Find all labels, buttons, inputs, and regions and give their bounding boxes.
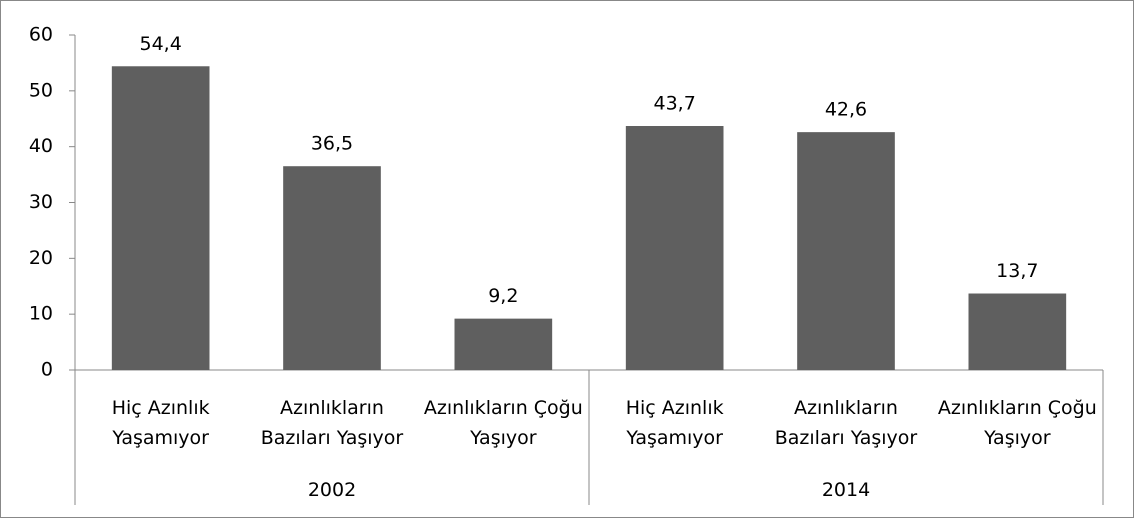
bar (968, 293, 1067, 370)
data-label: 54,4 (140, 33, 182, 55)
bar (454, 318, 553, 370)
x-tick-label: Hiç Azınlık Yaşamıyor (625, 397, 724, 449)
x-tick-label: Azınlıkların Bazıları Yaşıyor (260, 397, 404, 449)
x-tick-label: Azınlıkların Çoğu Yaşıyor (937, 397, 1097, 449)
y-tick-label: 50 (29, 79, 53, 101)
y-tick-label: 20 (29, 247, 53, 269)
group-label: 2014 (821, 479, 871, 501)
bar (797, 132, 895, 370)
group-label: 2002 (307, 479, 357, 501)
data-label: 9,2 (488, 285, 518, 307)
y-tick-label: 30 (29, 191, 53, 213)
bar (111, 66, 210, 371)
y-tick-label: 10 (29, 303, 53, 325)
x-tick-label: Hiç Azınlık Yaşamıyor (111, 397, 210, 449)
y-tick-label: 40 (29, 135, 53, 157)
y-tick-label: 0 (41, 359, 53, 381)
data-label: 43,7 (654, 93, 696, 115)
x-tick-label: Azınlıkların Bazıları Yaşıyor (774, 397, 918, 449)
data-label: 13,7 (996, 260, 1038, 282)
data-label: 36,5 (311, 133, 353, 155)
data-label: 42,6 (825, 99, 867, 121)
x-tick-label: Azınlıkların Çoğu Yaşıyor (423, 397, 583, 449)
y-tick-label: 60 (29, 24, 53, 46)
bar (283, 166, 381, 370)
bar (625, 126, 724, 370)
